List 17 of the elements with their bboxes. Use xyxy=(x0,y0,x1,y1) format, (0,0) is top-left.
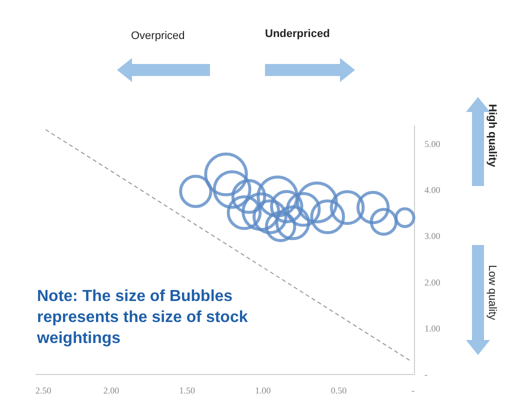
x-tick-label: - xyxy=(412,386,414,396)
y-tick-label: - xyxy=(424,370,428,380)
annotation: Note: The size of Bubbles represents the size of stock weightings xyxy=(37,287,249,349)
y-tick-label: 4.00 xyxy=(424,185,441,196)
y-tick-label: 1.00 xyxy=(424,323,441,334)
y-tick-label: 5.00 xyxy=(424,138,441,149)
x-tick-label: 2.50 xyxy=(36,386,52,396)
x-tick-label: 0.50 xyxy=(330,386,348,396)
text: Underpriced xyxy=(265,28,330,40)
x-tick-label: 1.50 xyxy=(179,386,196,396)
y-tick-label: 3.00 xyxy=(424,231,441,242)
y-tick-label: 2.00 xyxy=(424,277,441,288)
text: Overpriced xyxy=(131,30,185,42)
x-tick-label: 2.00 xyxy=(103,386,120,396)
text: Low quality xyxy=(486,265,498,320)
text: High quality xyxy=(486,104,498,167)
x-tick-label: 1.00 xyxy=(255,386,272,396)
